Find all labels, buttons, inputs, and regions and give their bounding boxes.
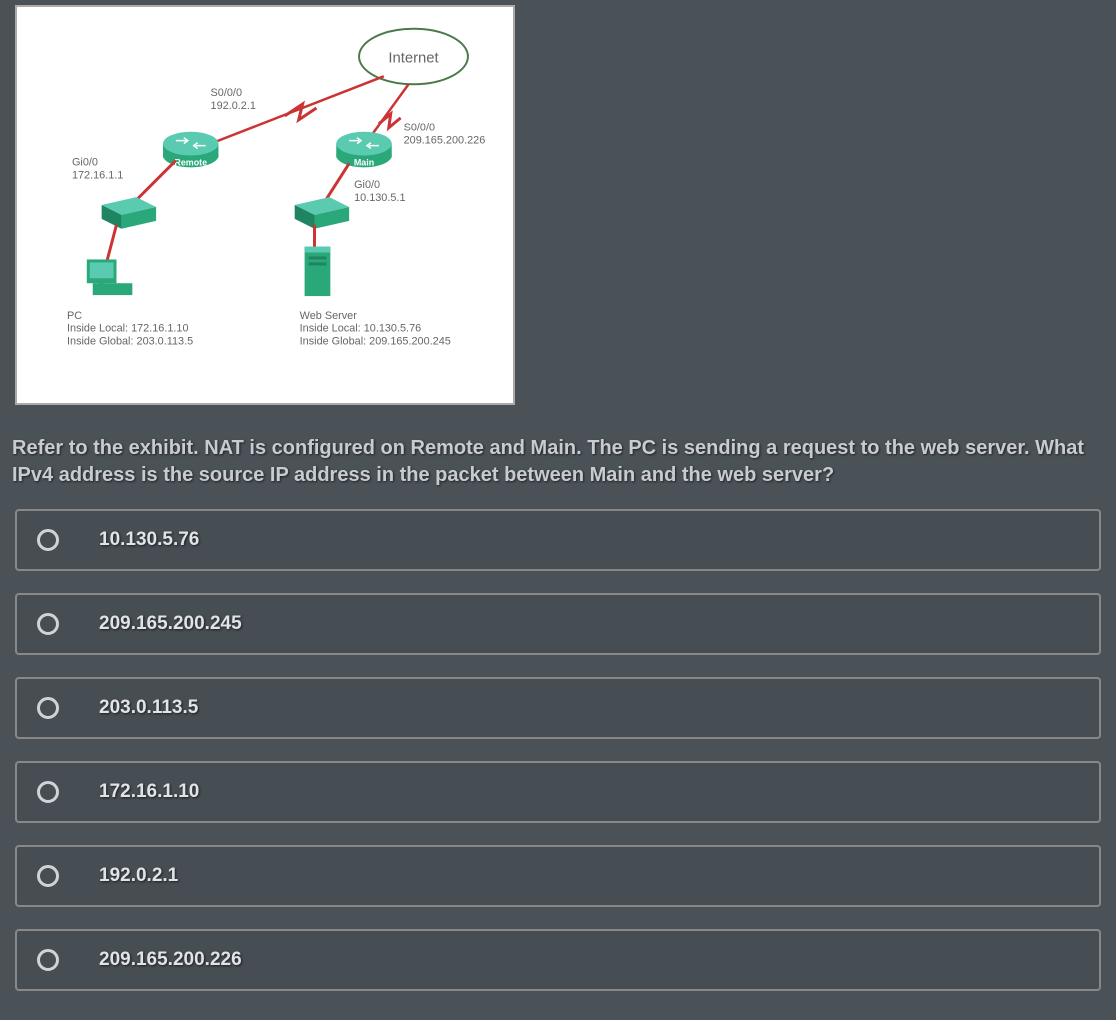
radio-icon <box>37 529 59 551</box>
options-list: 10.130.5.76 209.165.200.245 203.0.113.5 … <box>0 509 1116 991</box>
option-0[interactable]: 10.130.5.76 <box>15 509 1101 571</box>
webserver-icon <box>305 247 331 296</box>
svg-text:Inside Global: 203.0.113.5: Inside Global: 203.0.113.5 <box>67 336 193 348</box>
option-label: 10.130.5.76 <box>99 529 199 551</box>
remote-router-icon: Remote <box>163 132 218 168</box>
question-text: Refer to the exhibit. NAT is configured … <box>0 405 1116 509</box>
option-label: 209.165.200.245 <box>99 613 242 635</box>
radio-icon <box>37 781 59 803</box>
option-5[interactable]: 209.165.200.226 <box>15 929 1101 991</box>
option-label: 209.165.200.226 <box>99 949 242 971</box>
svg-text:Inside Local: 10.130.5.76: Inside Local: 10.130.5.76 <box>300 323 422 335</box>
option-2[interactable]: 203.0.113.5 <box>15 677 1101 739</box>
svg-text:S0/0/0: S0/0/0 <box>211 87 242 99</box>
svg-text:Inside Global: 209.165.200.245: Inside Global: 209.165.200.245 <box>300 336 451 348</box>
option-label: 192.0.2.1 <box>99 865 178 887</box>
svg-text:209.165.200.226: 209.165.200.226 <box>404 135 486 147</box>
svg-text:Main: Main <box>354 157 374 167</box>
svg-text:10.130.5.1: 10.130.5.1 <box>354 192 405 204</box>
svg-text:172.16.1.1: 172.16.1.1 <box>72 169 123 181</box>
main-switch-icon <box>295 197 349 229</box>
svg-text:192.0.2.1: 192.0.2.1 <box>211 100 256 112</box>
option-label: 203.0.113.5 <box>99 697 198 719</box>
svg-text:Gi0/0: Gi0/0 <box>354 179 380 191</box>
option-1[interactable]: 209.165.200.245 <box>15 593 1101 655</box>
option-label: 172.16.1.10 <box>99 781 199 803</box>
svg-text:Gi0/0: Gi0/0 <box>72 156 98 168</box>
main-router-icon: Main <box>336 132 391 168</box>
network-diagram: Internet Remote S0/0/0 192.0.2.1 Gi0/0 1… <box>17 7 513 403</box>
svg-text:Web Server: Web Server <box>300 310 358 322</box>
option-4[interactable]: 192.0.2.1 <box>15 845 1101 907</box>
radio-icon <box>37 697 59 719</box>
pc-icon <box>87 259 133 295</box>
radio-icon <box>37 613 59 635</box>
svg-text:Remote: Remote <box>174 157 207 167</box>
svg-text:S0/0/0: S0/0/0 <box>404 122 435 134</box>
remote-switch-icon <box>102 197 156 229</box>
exhibit-image: Internet Remote S0/0/0 192.0.2.1 Gi0/0 1… <box>15 5 515 405</box>
radio-icon <box>37 949 59 971</box>
radio-icon <box>37 865 59 887</box>
svg-text:Inside Local: 172.16.1.10: Inside Local: 172.16.1.10 <box>67 323 189 335</box>
option-3[interactable]: 172.16.1.10 <box>15 761 1101 823</box>
svg-text:PC: PC <box>67 310 82 322</box>
internet-label: Internet <box>388 50 439 66</box>
